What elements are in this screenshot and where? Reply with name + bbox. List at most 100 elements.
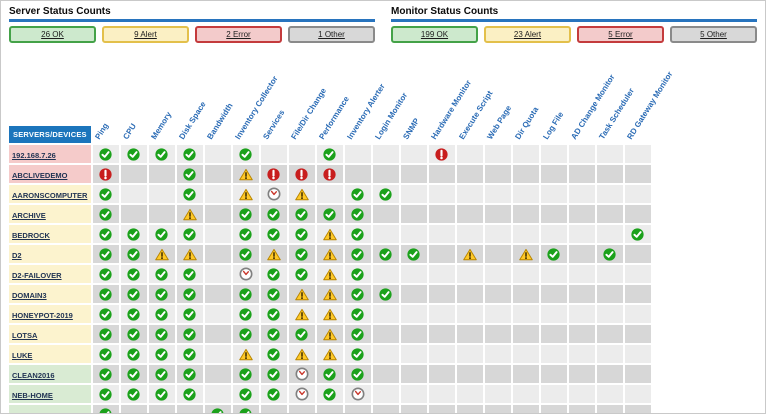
column-header-snmp: SNMP (401, 51, 427, 143)
status-cell-empty (540, 385, 567, 403)
green-check-icon (155, 367, 168, 381)
status-cell-ok (372, 185, 399, 203)
status-cell-empty (204, 165, 231, 183)
status-cell-empty (288, 145, 315, 163)
status-badge-alert[interactable]: 23 Alert (484, 26, 571, 43)
green-check-icon (323, 147, 336, 161)
status-cell-empty (512, 165, 539, 183)
status-cell-empty (428, 165, 455, 183)
server-link-archive[interactable]: ARCHIVE (12, 211, 46, 220)
status-cell-empty (428, 185, 455, 203)
status-cell-empty (400, 205, 427, 223)
status-cell-empty (568, 305, 595, 323)
server-link-abclivedemo[interactable]: ABCLIVEDEMO (12, 171, 68, 180)
server-link-neb-home[interactable]: NEB-HOME (12, 391, 53, 400)
status-badge-ok[interactable]: 26 OK (9, 26, 96, 43)
green-check-icon (239, 287, 252, 301)
status-cell-ok (344, 205, 371, 223)
column-header-execute-script: Execute Script (457, 51, 494, 143)
status-cell-empty (400, 305, 427, 323)
server-link-domain3[interactable]: DOMAIN3 (12, 291, 47, 300)
status-cell-ok (260, 365, 287, 383)
status-cell-ok (92, 345, 119, 363)
status-cell-empty (568, 205, 595, 223)
status-badge-alert[interactable]: 9 Alert (102, 26, 189, 43)
status-cell-ok (148, 285, 175, 303)
server-link-d2[interactable]: D2 (12, 251, 22, 260)
table-row: BEDROCK (9, 225, 651, 243)
status-cell-empty (484, 285, 511, 303)
server-name-cell: CLEAN2016 (9, 365, 91, 383)
status-cell-ok (344, 345, 371, 363)
yellow-warning-icon (322, 248, 337, 260)
column-header-file-dir-change: File/Dir Change (289, 51, 328, 143)
status-cell-ok (232, 145, 259, 163)
column-header-bandwidth: Bandwidth (205, 51, 234, 143)
clock-paused-icon (295, 367, 309, 381)
server-name-cell: AARONSCOMPUTER (9, 185, 91, 203)
status-cell-empty (484, 305, 511, 323)
status-badge-error[interactable]: 2 Error (195, 26, 282, 43)
status-cell-empty (204, 305, 231, 323)
column-header-task-scheduler: Task Scheduler (597, 51, 636, 143)
servers-devices-label: SERVERS/DEVICES (9, 126, 91, 143)
status-cell-empty (120, 205, 147, 223)
status-badge-error[interactable]: 5 Error (577, 26, 664, 43)
status-cell-ok (148, 385, 175, 403)
green-check-icon (351, 267, 364, 281)
status-cell-empty (428, 225, 455, 243)
status-cell-empty (624, 405, 651, 413)
status-badge-other[interactable]: 1 Other (288, 26, 375, 43)
column-label: CPU (121, 121, 138, 141)
status-cell-ok (344, 365, 371, 383)
status-cell-empty (456, 365, 483, 383)
table-row: LOTSA (9, 325, 651, 343)
green-check-icon (267, 207, 280, 221)
status-cell-alert (148, 245, 175, 263)
status-badge-ok[interactable]: 199 OK (391, 26, 478, 43)
status-cell-empty (456, 165, 483, 183)
status-cell-error (428, 145, 455, 163)
server-link-bedrock[interactable]: BEDROCK (12, 231, 50, 240)
green-check-icon (323, 387, 336, 401)
yellow-warning-icon (294, 288, 309, 300)
server-link-clean2016[interactable]: CLEAN2016 (12, 371, 55, 380)
status-cell-empty (596, 305, 623, 323)
status-cell-ok (92, 385, 119, 403)
green-check-icon (351, 187, 364, 201)
green-check-icon (379, 287, 392, 301)
status-cell-ok (148, 345, 175, 363)
status-cell-alert (316, 285, 343, 303)
server-name-cell: D2-FAILOVER (9, 265, 91, 283)
green-check-icon (99, 367, 112, 381)
monitor-status-panel: Monitor Status Counts 199 OK 23 Alert 5 Er… (391, 6, 757, 43)
status-badge-other[interactable]: 5 Other (670, 26, 757, 43)
status-cell-empty (456, 225, 483, 243)
column-header-ad-change-monitor: AD Change Monitor (569, 51, 616, 143)
server-link-aaronscomputer[interactable]: AARONSCOMPUTER (12, 191, 88, 200)
status-cell-empty (176, 405, 203, 413)
green-check-icon (127, 347, 140, 361)
server-link-luke[interactable]: LUKE (12, 351, 33, 360)
status-cell-error (260, 165, 287, 183)
green-check-icon (295, 267, 308, 281)
server-link-lotsa[interactable]: LOTSA (12, 331, 38, 340)
status-cell-empty (428, 265, 455, 283)
status-cell-empty (120, 405, 147, 413)
green-check-icon (99, 347, 112, 361)
server-link-d2-failover[interactable]: D2-FAILOVER (12, 271, 62, 280)
status-cell-empty (596, 185, 623, 203)
status-cell-paused (260, 185, 287, 203)
status-cell-ok (344, 325, 371, 343)
server-link-192-168-7-3[interactable]: 192.168.7.3 (12, 411, 52, 413)
status-cell-empty (484, 225, 511, 243)
column-label: Dir Quota (513, 105, 541, 141)
status-cell-empty (484, 405, 511, 413)
status-cell-ok (260, 325, 287, 343)
server-link-192-168-7-26[interactable]: 192.168.7.26 (12, 151, 56, 160)
green-check-icon (295, 227, 308, 241)
server-link-honeypot-2019[interactable]: HONEYPOT-2019 (12, 311, 73, 320)
status-cell-alert (288, 345, 315, 363)
status-cell-empty (596, 325, 623, 343)
table-row: ARCHIVE (9, 205, 651, 223)
